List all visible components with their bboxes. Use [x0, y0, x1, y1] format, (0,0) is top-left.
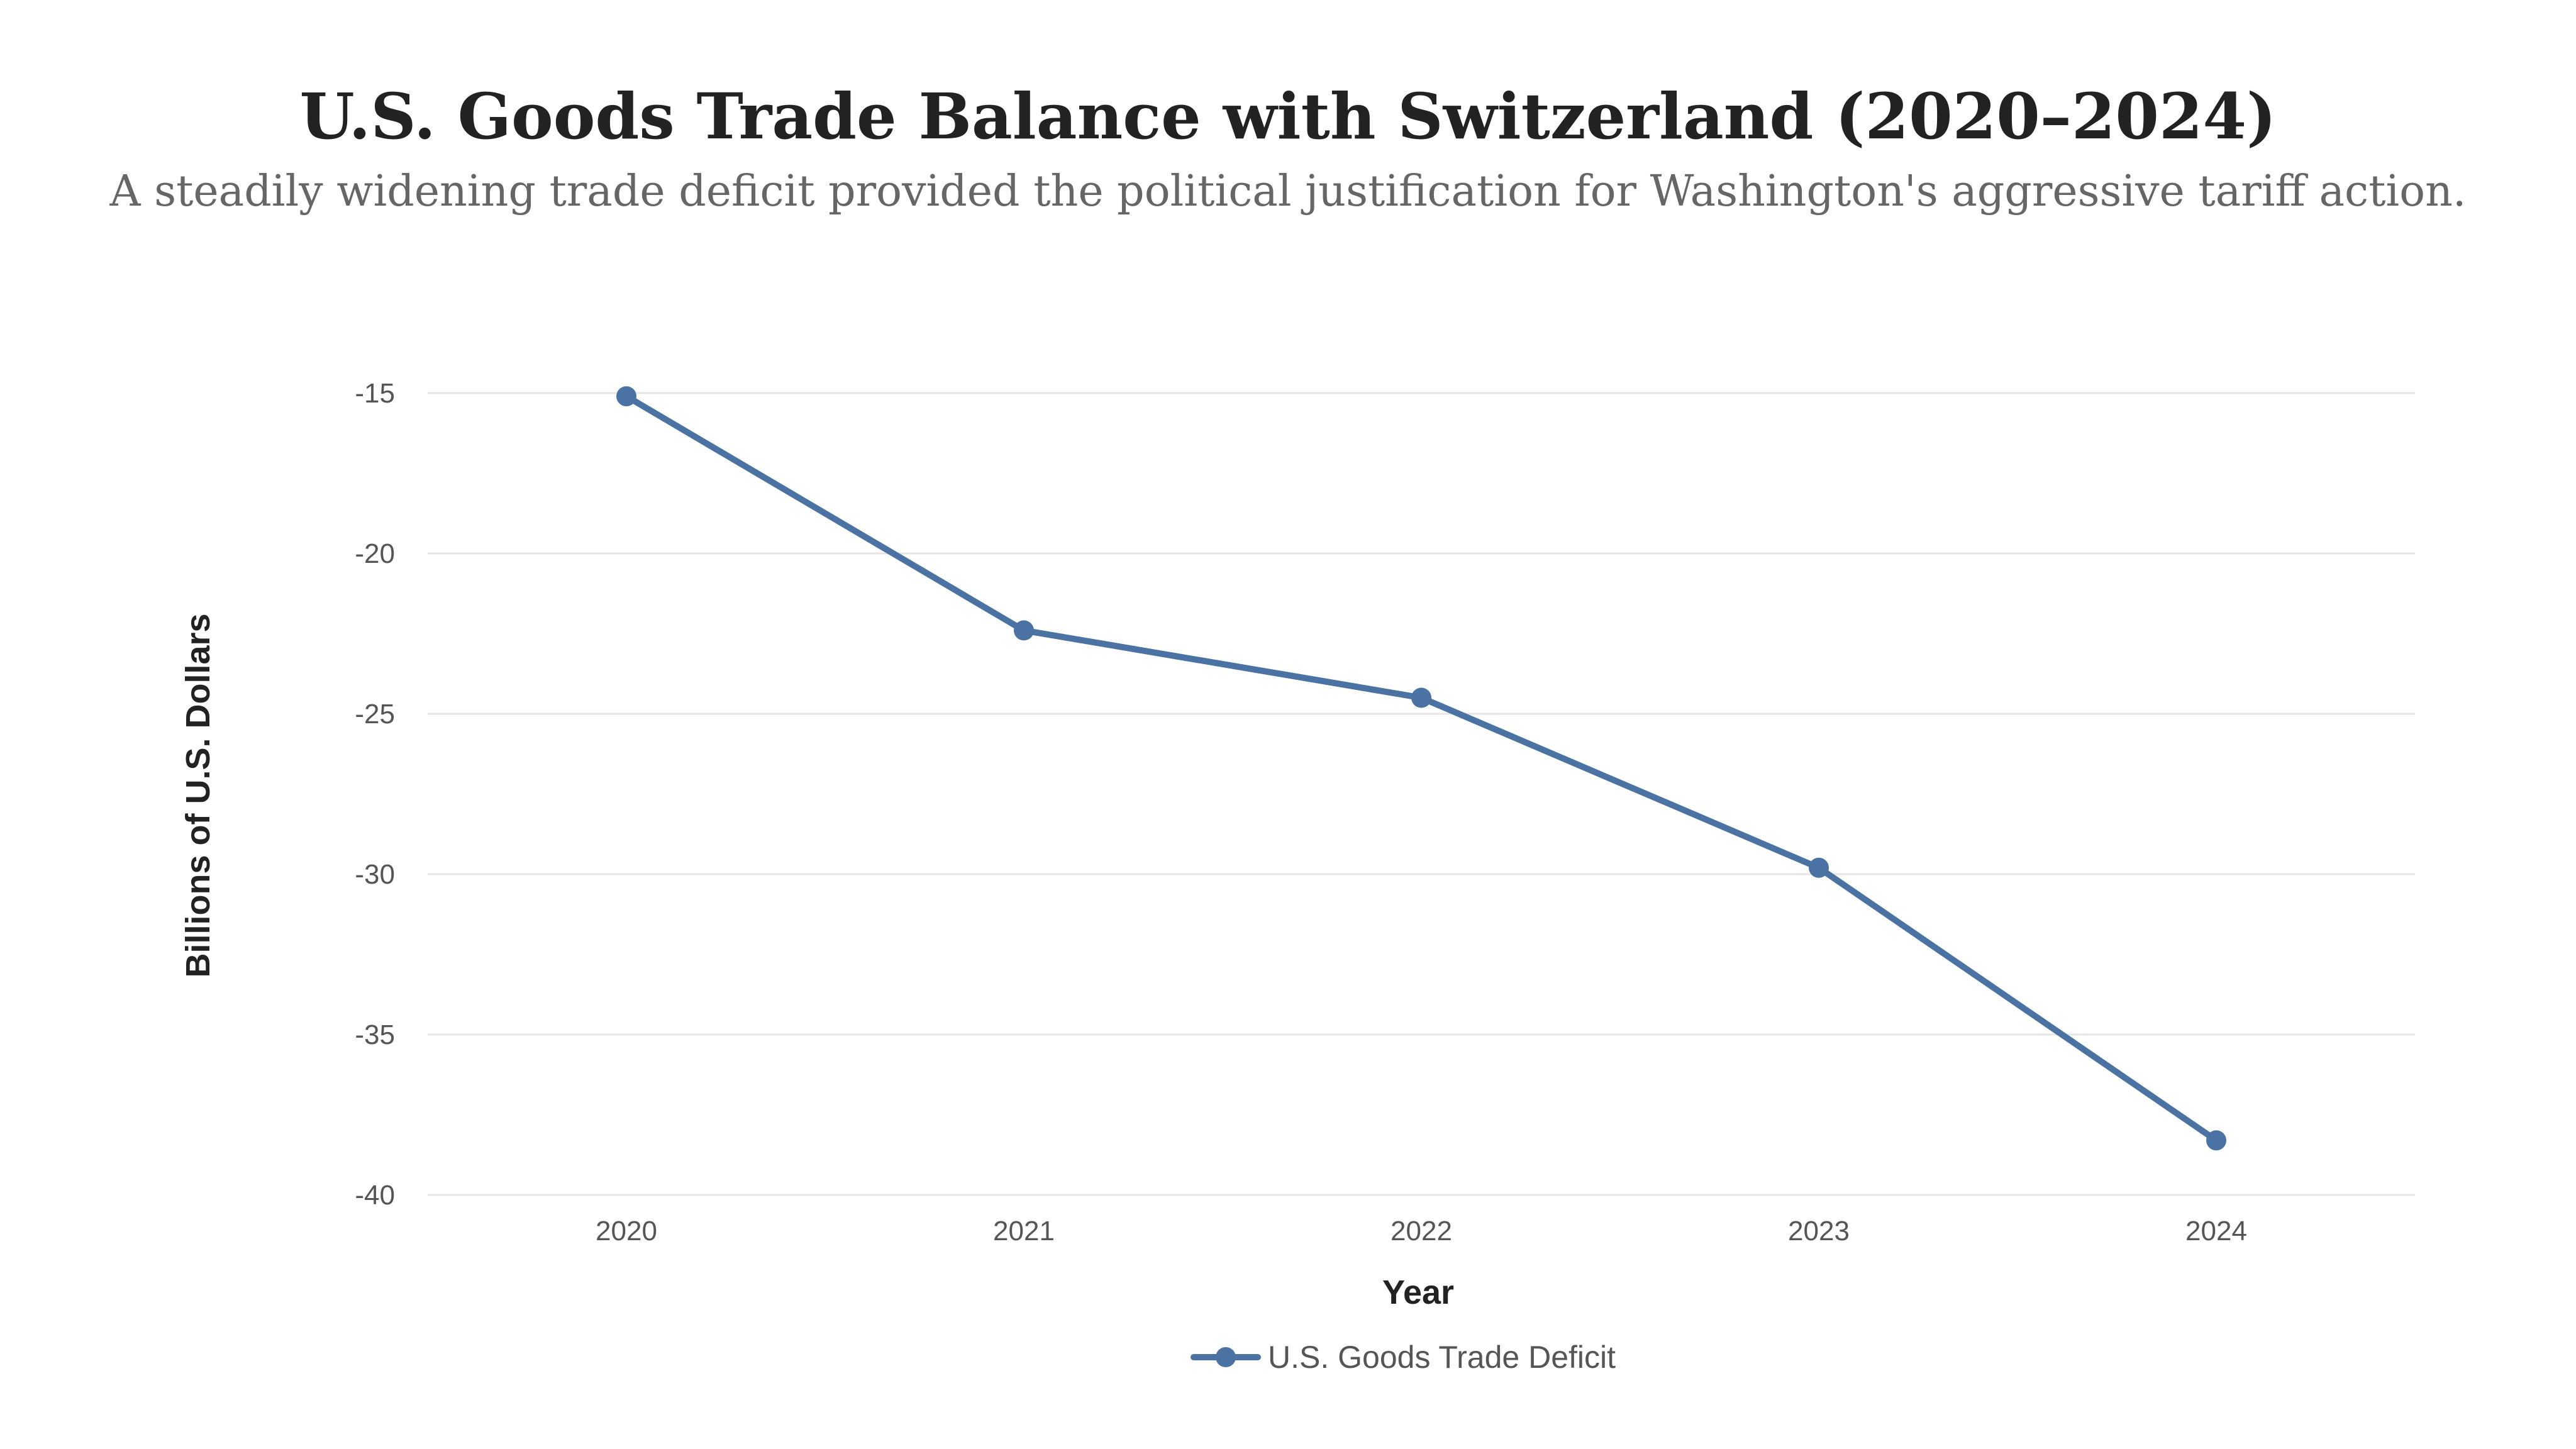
y-axis-title: Billions of U.S. Dollars — [179, 613, 217, 977]
y-tick-label: -40 — [355, 1180, 395, 1211]
x-tick-label: 2020 — [596, 1216, 657, 1246]
chart-subtitle: A steadily widening trade deficit provid… — [109, 167, 2467, 216]
legend-dot-marker — [1216, 1347, 1236, 1367]
data-point[interactable] — [1809, 857, 1829, 878]
data-point[interactable] — [616, 386, 636, 407]
x-tick-label: 2024 — [2185, 1216, 2247, 1246]
y-tick-label: -30 — [355, 859, 395, 890]
y-tick-label: -25 — [355, 699, 395, 730]
gridlines — [428, 392, 2415, 1196]
legend-label: U.S. Goods Trade Deficit — [1268, 1340, 1616, 1375]
y-axis-ticks: -15 -20 -25 -30 -35 -40 — [355, 378, 395, 1211]
x-tick-label: 2023 — [1788, 1216, 1850, 1246]
chart-title: U.S. Goods Trade Balance with Switzerlan… — [299, 79, 2277, 153]
data-point[interactable] — [1411, 687, 1431, 708]
x-tick-label: 2022 — [1391, 1216, 1452, 1246]
series-line — [623, 393, 2219, 1144]
x-axis-title: Year — [1382, 1274, 1454, 1311]
series-group — [616, 386, 2226, 1151]
x-axis-ticks: 2020 2021 2022 2023 2024 — [596, 1216, 2247, 1246]
data-point[interactable] — [1014, 620, 1034, 641]
y-tick-label: -35 — [355, 1019, 395, 1050]
legend[interactable]: U.S. Goods Trade Deficit — [1191, 1340, 1616, 1375]
y-tick-label: -20 — [355, 538, 395, 569]
data-point[interactable] — [2206, 1130, 2226, 1151]
y-tick-label: -15 — [355, 378, 395, 409]
x-tick-label: 2021 — [993, 1216, 1055, 1246]
